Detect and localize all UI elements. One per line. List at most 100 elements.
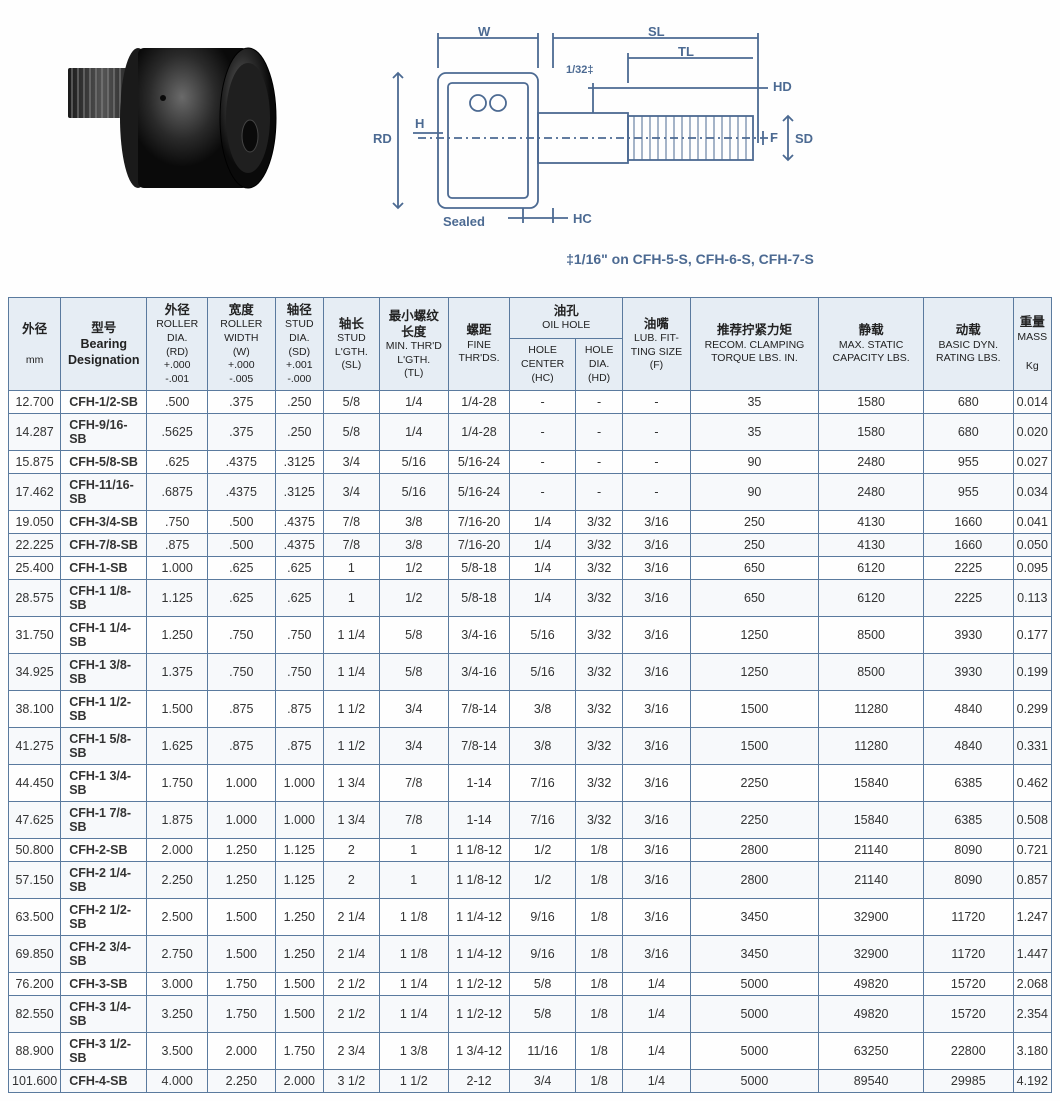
cell-hc: 3/8 bbox=[510, 691, 576, 728]
cell-f: 3/16 bbox=[623, 580, 690, 617]
cell-desig: CFH-3/4-SB bbox=[61, 511, 147, 534]
cell-hd: 1/8 bbox=[576, 973, 623, 996]
table-row: 19.050CFH-3/4-SB.750.500.43757/83/87/16-… bbox=[9, 511, 1052, 534]
cell-w: 1.500 bbox=[208, 899, 276, 936]
cell-sd: .250 bbox=[275, 414, 324, 451]
cell-desig: CFH-1 1/4-SB bbox=[61, 617, 147, 654]
cell-torque: 650 bbox=[690, 580, 819, 617]
table-row: 31.750CFH-1 1/4-SB1.250.750.7501 1/45/83… bbox=[9, 617, 1052, 654]
cell-static: 49820 bbox=[819, 973, 924, 996]
cell-od: 19.050 bbox=[9, 511, 61, 534]
cell-rd: .5625 bbox=[147, 414, 208, 451]
cell-hd: 3/32 bbox=[576, 580, 623, 617]
cell-tl: 1 1/8 bbox=[379, 936, 448, 973]
cell-hd: - bbox=[576, 391, 623, 414]
cell-dyn: 1660 bbox=[923, 511, 1013, 534]
cell-dyn: 6385 bbox=[923, 765, 1013, 802]
table-row: 50.800CFH-2-SB2.0001.2501.125211 1/8-121… bbox=[9, 839, 1052, 862]
hdr-desig: 型号 Bearing Designation bbox=[61, 298, 147, 391]
table-row: 28.575CFH-1 1/8-SB1.125.625.62511/25/8-1… bbox=[9, 580, 1052, 617]
cell-torque: 5000 bbox=[690, 1033, 819, 1070]
cell-w: .625 bbox=[208, 580, 276, 617]
cell-tl: 1 3/8 bbox=[379, 1033, 448, 1070]
cell-w: .500 bbox=[208, 511, 276, 534]
cell-od: 69.850 bbox=[9, 936, 61, 973]
cell-torque: 5000 bbox=[690, 1070, 819, 1093]
cell-od: 22.225 bbox=[9, 534, 61, 557]
cell-sl: 3/4 bbox=[324, 474, 380, 511]
cell-torque: 250 bbox=[690, 534, 819, 557]
cell-rd: 1.250 bbox=[147, 617, 208, 654]
cell-hd: - bbox=[576, 474, 623, 511]
cell-w: 2.000 bbox=[208, 1033, 276, 1070]
cell-thrds: 1 1/4-12 bbox=[448, 936, 509, 973]
table-row: 44.450CFH-1 3/4-SB1.7501.0001.0001 3/47/… bbox=[9, 765, 1052, 802]
cell-rd: 1.375 bbox=[147, 654, 208, 691]
cell-thrds: 7/16-20 bbox=[448, 511, 509, 534]
hdr-static: 静载 MAX. STATIC CAPACITY LBS. bbox=[819, 298, 924, 391]
cell-od: 76.200 bbox=[9, 973, 61, 996]
cell-dyn: 2225 bbox=[923, 557, 1013, 580]
cell-od: 41.275 bbox=[9, 728, 61, 765]
cell-desig: CFH-1-SB bbox=[61, 557, 147, 580]
cell-dyn: 15720 bbox=[923, 973, 1013, 996]
cell-tl: 5/16 bbox=[379, 451, 448, 474]
cell-od: 28.575 bbox=[9, 580, 61, 617]
cell-tl: 3/4 bbox=[379, 728, 448, 765]
cell-desig: CFH-1 1/8-SB bbox=[61, 580, 147, 617]
cell-sl: 1 bbox=[324, 580, 380, 617]
cell-mass: 2.354 bbox=[1013, 996, 1051, 1033]
cell-w: .875 bbox=[208, 691, 276, 728]
cell-f: - bbox=[623, 451, 690, 474]
cell-dyn: 1660 bbox=[923, 534, 1013, 557]
cell-mass: 2.068 bbox=[1013, 973, 1051, 996]
cell-static: 11280 bbox=[819, 728, 924, 765]
cell-hd: 3/32 bbox=[576, 802, 623, 839]
cell-sl: 1 3/4 bbox=[324, 802, 380, 839]
cell-rd: 2.000 bbox=[147, 839, 208, 862]
cell-rd: .500 bbox=[147, 391, 208, 414]
cell-hd: 3/32 bbox=[576, 765, 623, 802]
cell-f: 3/16 bbox=[623, 839, 690, 862]
cell-sd: 1.500 bbox=[275, 996, 324, 1033]
cell-w: .375 bbox=[208, 414, 276, 451]
diagram-caption: ‡1/16" on CFH-5-S, CFH-6-S, CFH-7-S bbox=[358, 251, 1022, 267]
spec-table: 外径 mm 型号 Bearing Designation 外径 ROLLER D… bbox=[8, 297, 1052, 1093]
cell-desig: CFH-9/16-SB bbox=[61, 414, 147, 451]
cell-rd: 2.750 bbox=[147, 936, 208, 973]
cell-thrds: 5/16-24 bbox=[448, 474, 509, 511]
cell-mass: 0.095 bbox=[1013, 557, 1051, 580]
cell-thrds: 1 1/8-12 bbox=[448, 862, 509, 899]
cell-dyn: 29985 bbox=[923, 1070, 1013, 1093]
cell-od: 82.550 bbox=[9, 996, 61, 1033]
cell-od: 50.800 bbox=[9, 839, 61, 862]
label-rd: RD bbox=[373, 131, 392, 146]
cell-od: 88.900 bbox=[9, 1033, 61, 1070]
cell-sl: 1 1/2 bbox=[324, 728, 380, 765]
cell-hc: 1/2 bbox=[510, 839, 576, 862]
cell-hc: 9/16 bbox=[510, 899, 576, 936]
cell-f: 3/16 bbox=[623, 691, 690, 728]
cell-desig: CFH-1 7/8-SB bbox=[61, 802, 147, 839]
cell-dyn: 8090 bbox=[923, 839, 1013, 862]
cell-sd: .3125 bbox=[275, 474, 324, 511]
cell-thrds: 1-14 bbox=[448, 765, 509, 802]
cell-thrds: 1 1/2-12 bbox=[448, 996, 509, 1033]
cell-f: - bbox=[623, 391, 690, 414]
cell-torque: 5000 bbox=[690, 996, 819, 1033]
cell-f: 3/16 bbox=[623, 899, 690, 936]
cell-mass: 0.041 bbox=[1013, 511, 1051, 534]
cell-mass: 0.331 bbox=[1013, 728, 1051, 765]
cell-thrds: 1 3/4-12 bbox=[448, 1033, 509, 1070]
cell-thrds: 5/8-18 bbox=[448, 557, 509, 580]
cell-torque: 650 bbox=[690, 557, 819, 580]
cell-od: 14.287 bbox=[9, 414, 61, 451]
cell-sd: 1.250 bbox=[275, 936, 324, 973]
cell-thrds: 1/4-28 bbox=[448, 414, 509, 451]
cell-thrds: 5/8-18 bbox=[448, 580, 509, 617]
cell-torque: 1500 bbox=[690, 728, 819, 765]
cell-torque: 3450 bbox=[690, 899, 819, 936]
cell-hd: 1/8 bbox=[576, 899, 623, 936]
cell-mass: 0.721 bbox=[1013, 839, 1051, 862]
cell-static: 21140 bbox=[819, 862, 924, 899]
